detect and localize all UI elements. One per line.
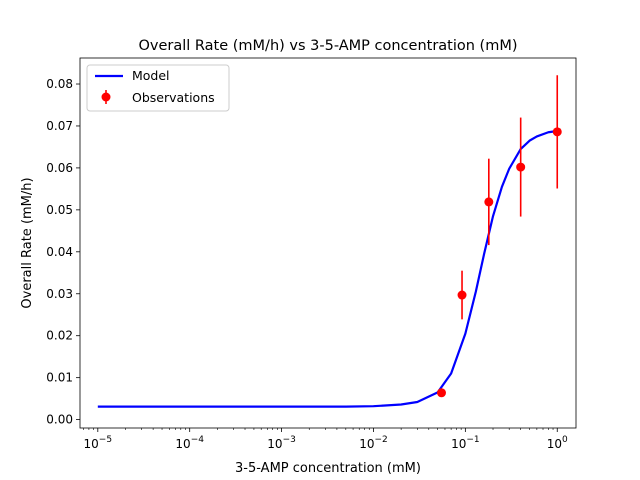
legend-observations-marker [101,92,111,102]
y-tick-label: 0.01 [46,371,73,385]
y-tick-label: 0.05 [46,203,73,217]
x-tick-label: 10−5 [84,435,113,451]
chart-title: Overall Rate (mM/h) vs 3-5-AMP concentra… [138,38,517,54]
y-tick-label: 0.08 [46,77,73,91]
legend-model-label: Model [132,68,170,83]
observation-point [457,290,467,300]
y-tick-label: 0.07 [46,119,73,133]
model-line [97,129,558,408]
x-tick-label: 10−1 [451,435,480,451]
x-axis-label: 3-5-AMP concentration (mM) [235,461,421,476]
observation-point [516,162,526,172]
y-tick-label: 0.03 [46,287,73,301]
plot-area: 10−5 10−4 10−3 10−2 10−1 100 0.00 0.01 0.02 0.03 0… [46,57,577,451]
y-tick-label: 0.00 [46,413,73,427]
axes-frame [79,57,577,429]
y-axis-label: Overall Rate (mM/h) [20,177,35,308]
x-tick-label: 100 [547,435,568,451]
legend-observations-label: Observations [132,90,215,105]
legend: Model Observations [86,64,230,112]
observation-point [552,127,562,137]
observation-point [436,388,446,398]
observation-point [484,197,494,207]
x-tick-label: 10−2 [359,435,388,451]
y-tick-label: 0.06 [46,161,73,175]
y-tick-label: 0.02 [46,329,73,343]
x-tick-label: 10−3 [267,435,296,451]
x-tick-label: 10−4 [175,435,204,451]
y-tick-label: 0.04 [46,245,73,259]
